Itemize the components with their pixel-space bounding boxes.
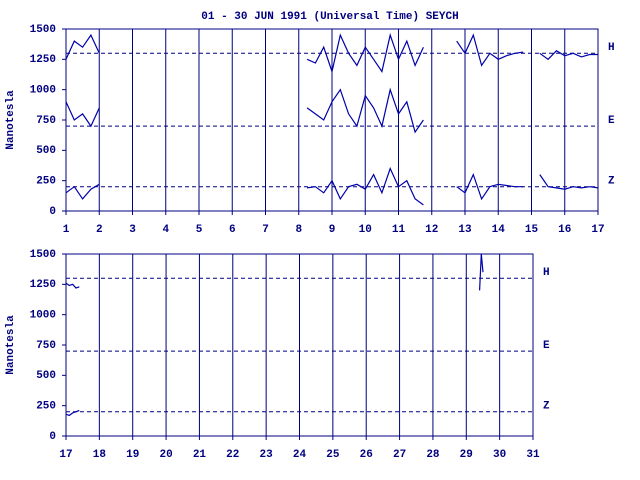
y-tick-label: 750 xyxy=(36,115,56,127)
series-line xyxy=(65,87,424,134)
y-axis-label: Nanotesla xyxy=(5,90,17,150)
x-tick-label: 17 xyxy=(59,449,72,461)
x-tick-label: 14 xyxy=(492,224,506,236)
y-tick-label: 1500 xyxy=(30,249,56,261)
x-tick-label: 12 xyxy=(425,224,438,236)
y-tick-label: 0 xyxy=(49,206,56,218)
x-tick-label: 17 xyxy=(591,224,604,236)
chart-title: 01 - 30 JUN 1991 (Universal Time) SEYCH xyxy=(201,11,458,23)
x-tick-label: 31 xyxy=(526,449,540,461)
x-tick-label: 5 xyxy=(196,224,203,236)
plot-frame xyxy=(65,28,599,212)
plot-frame xyxy=(65,253,534,437)
baseline-label: Z xyxy=(608,176,615,188)
x-tick-label: 15 xyxy=(525,224,539,236)
y-tick-label: 500 xyxy=(36,145,56,157)
baseline-label: E xyxy=(543,340,550,352)
y-tick-label: 0 xyxy=(49,431,56,443)
y-tick-label: 1000 xyxy=(30,85,56,97)
y-tick-label: 1250 xyxy=(30,279,56,291)
x-tick-label: 20 xyxy=(159,449,172,461)
y-axis-label: Nanotesla xyxy=(5,315,17,375)
x-tick-label: 24 xyxy=(293,449,307,461)
x-tick-label: 2 xyxy=(96,224,103,236)
x-tick-label: 28 xyxy=(426,449,440,461)
x-tick-label: 6 xyxy=(229,224,236,236)
x-tick-label: 23 xyxy=(260,449,274,461)
x-tick-label: 4 xyxy=(162,224,169,236)
series-line xyxy=(65,32,598,74)
y-tick-label: 250 xyxy=(36,176,56,188)
baseline-label: H xyxy=(608,42,615,54)
x-tick-label: 21 xyxy=(193,449,207,461)
series-line xyxy=(65,409,80,417)
x-tick-label: 25 xyxy=(326,449,340,461)
y-tick-label: 250 xyxy=(36,401,56,413)
x-tick-label: 10 xyxy=(359,224,372,236)
x-tick-label: 16 xyxy=(558,224,571,236)
x-tick-label: 9 xyxy=(329,224,336,236)
x-tick-label: 8 xyxy=(295,224,302,236)
x-tick-label: 7 xyxy=(262,224,269,236)
x-tick-label: 26 xyxy=(360,449,373,461)
y-tick-label: 1000 xyxy=(30,310,56,322)
x-tick-label: 3 xyxy=(129,224,136,236)
x-tick-label: 1 xyxy=(63,224,70,236)
x-tick-label: 30 xyxy=(493,449,506,461)
series-line xyxy=(65,166,599,206)
x-tick-label: 29 xyxy=(460,449,473,461)
x-tick-label: 18 xyxy=(93,449,107,461)
baseline-label: Z xyxy=(543,401,550,413)
baseline-label: H xyxy=(543,267,550,279)
x-tick-label: 27 xyxy=(393,449,406,461)
y-tick-label: 1250 xyxy=(30,54,56,66)
x-tick-label: 13 xyxy=(458,224,472,236)
x-tick-label: 19 xyxy=(126,449,139,461)
y-tick-label: 1500 xyxy=(30,24,56,36)
x-tick-label: 11 xyxy=(392,224,406,236)
y-tick-label: 750 xyxy=(36,340,56,352)
y-tick-label: 500 xyxy=(36,370,56,382)
baseline-label: E xyxy=(608,115,615,127)
series-line xyxy=(65,253,484,291)
x-tick-label: 22 xyxy=(226,449,239,461)
